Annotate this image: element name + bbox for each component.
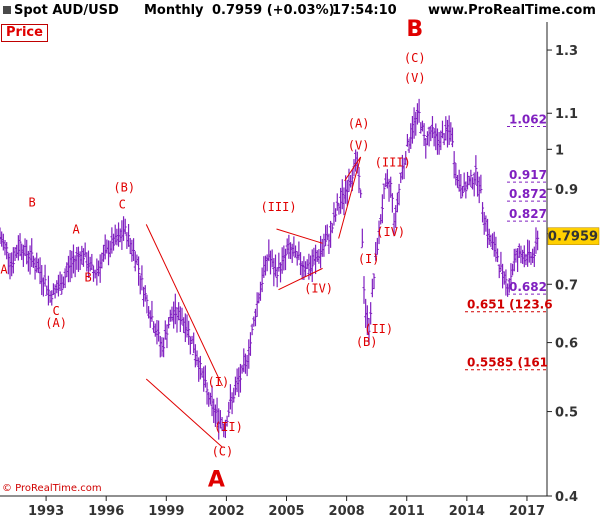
copyright-text: © ProRealTime.com [2, 483, 102, 494]
level-label: 1.062 [509, 113, 547, 127]
wave-label: A [208, 468, 225, 493]
x-tick-label: 2008 [329, 504, 365, 519]
wave-label: (II) [214, 420, 243, 434]
y-tick-label: 0.5 [555, 406, 578, 421]
y-tick-label: 1.1 [555, 107, 578, 122]
wave-label: B [85, 271, 92, 285]
trendline [344, 156, 362, 182]
wave-label: A [73, 223, 81, 237]
level-label: 0.5585 (161 [467, 356, 548, 370]
y-tick-label: 1 [555, 143, 564, 158]
wave-label: (C) [212, 445, 234, 459]
wave-label: (A) [348, 116, 370, 130]
x-tick-label: 2017 [509, 504, 545, 519]
wave-label: (IV) [376, 225, 405, 239]
level-label: 0.682 [509, 280, 547, 294]
trendline [145, 224, 223, 387]
wave-label: B [406, 17, 423, 42]
current-price-box [547, 227, 600, 245]
x-tick-label: 2005 [268, 504, 304, 519]
x-tick-label: 2014 [449, 504, 485, 519]
wave-label: (B) [356, 335, 378, 349]
wave-label: (I) [358, 252, 380, 266]
wave-label: (V) [404, 71, 426, 85]
y-tick-label: 0.4 [555, 490, 578, 505]
price-bars [0, 98, 540, 440]
wave-label: (II) [364, 322, 393, 336]
wave-label: C [119, 198, 126, 212]
trendline [145, 378, 223, 448]
wave-label: C [52, 304, 59, 318]
wave-label: (V) [348, 138, 370, 152]
y-tick-label: 1.3 [555, 44, 578, 59]
x-tick-label: 1999 [148, 504, 184, 519]
wave-label: (III) [375, 156, 411, 170]
trendline [276, 228, 323, 244]
wave-label: B [28, 195, 35, 209]
y-tick-label: 0.7 [555, 278, 578, 293]
current-price-label: 0.7959 [548, 230, 598, 245]
x-tick-label: 2011 [389, 504, 425, 519]
period-label: Monthly [144, 3, 204, 18]
instrument-name: Spot AUD/USD [14, 3, 119, 18]
wave-label: (III) [260, 200, 296, 214]
site-label: www.ProRealTime.com [428, 3, 596, 18]
time-label: 17:54:10 [332, 3, 397, 18]
level-label: 0.827 [509, 207, 547, 221]
wave-label: (IV) [304, 281, 333, 295]
y-tick-label: 0.6 [555, 337, 578, 352]
level-label: 0.651 (123.6 [467, 298, 553, 312]
chart-header: Spot AUD/USD Monthly 0.7959 (+0.03%) 17:… [0, 0, 600, 22]
level-label: 0.872 [509, 187, 547, 201]
price-panel-label: Price [1, 24, 48, 42]
wave-label: (I) [208, 375, 230, 389]
x-tick-label: 1993 [28, 504, 64, 519]
trendline [278, 267, 323, 291]
x-tick-label: 2002 [208, 504, 244, 519]
quote-label: 0.7959 (+0.03%) [212, 3, 335, 18]
wave-label: (A) [45, 316, 67, 330]
trendline [338, 156, 362, 239]
wave-label: (C) [404, 51, 426, 65]
x-tick-label: 1996 [88, 504, 124, 519]
logo-icon [3, 6, 11, 14]
level-label: 0.917 [509, 168, 547, 182]
wave-label: (B) [113, 180, 135, 194]
y-tick-label: 0.9 [555, 183, 578, 198]
wave-label: A [0, 263, 8, 277]
